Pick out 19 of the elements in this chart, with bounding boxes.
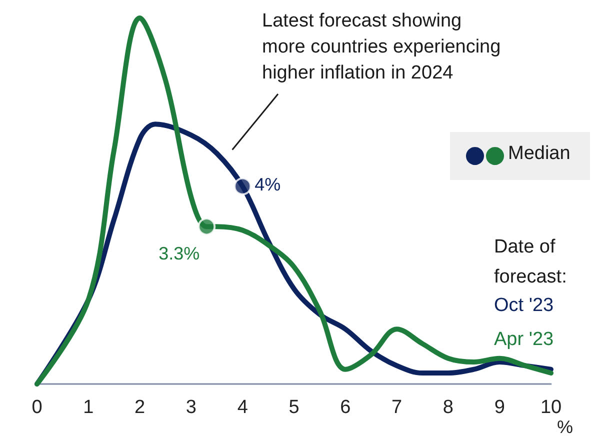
text: Oct '23 [494,295,554,316]
series-label: Apr '23 [494,329,554,350]
x-axis-title: % [557,417,574,437]
x-tick-label: 2 [134,397,146,418]
x-tick-label: 5 [288,397,300,418]
annotation: 4% [254,174,281,194]
x-tick-label: 8 [442,397,454,418]
annotation: Latest forecast showing more countries experiencing higher inflation in 2024 [262,10,501,84]
x-tick-label: 7 [392,397,402,418]
x-tick-label: 6 [340,397,351,418]
x-tick-label: 1 [83,397,94,418]
annotation: 3.3% [158,244,200,264]
legend-label: Median [508,143,570,164]
x-tick-label: 4 [237,397,248,418]
x-tick-label: 0 [32,397,42,418]
x-tick-label: 10 [540,397,562,418]
legend-title: Date of forecast: [494,236,567,288]
x-tick-label: 9 [494,397,505,418]
x-tick-label: 3 [186,397,196,418]
